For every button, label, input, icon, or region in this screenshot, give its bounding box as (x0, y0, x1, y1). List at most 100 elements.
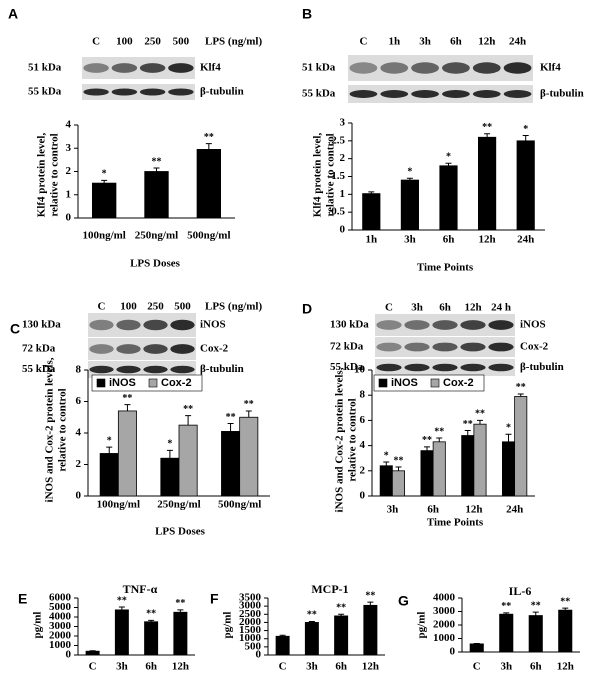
kda-label: 72 kDa (22, 343, 56, 355)
error-bar (106, 446, 113, 454)
chart-title: MCP-1 (311, 582, 348, 596)
y-tick-label: 2 (360, 464, 366, 476)
bar (114, 609, 129, 656)
y-axis-label: relative to control (325, 133, 337, 216)
lane-label: 24 h (491, 302, 511, 314)
bar (439, 165, 458, 231)
error-bar (227, 423, 234, 432)
y-tick-label: 0 (256, 649, 262, 661)
protein-label: iNOS (520, 319, 546, 331)
y-tick-label: 2 (76, 458, 82, 470)
lane-label: 6h (439, 302, 451, 314)
panel-letter: G (398, 593, 409, 609)
y-axis-label: pg/ml (222, 612, 234, 639)
x-tick-label: 250ng/ml (135, 230, 178, 242)
significance-label: * (506, 423, 511, 434)
y-tick-label: 0.5 (331, 206, 345, 218)
blot-band (376, 320, 402, 330)
y-tick-label: 4000 (433, 592, 456, 604)
error-bar (279, 634, 286, 637)
significance-label: * (107, 435, 112, 446)
x-tick-label: 12h (172, 661, 189, 673)
error-bar (395, 466, 402, 471)
blot-band (376, 342, 402, 352)
x-tick-label: 12h (465, 504, 482, 516)
error-bar (484, 133, 491, 138)
kda-label: 130 kDa (330, 319, 369, 331)
error-bar (308, 620, 315, 623)
y-axis-label: pg/ml (32, 612, 44, 639)
blot-band (168, 63, 194, 73)
x-axis-label: LPS Doses (155, 526, 206, 538)
y-tick-label: 1 (66, 188, 72, 200)
error-bar (503, 612, 510, 615)
blot-strip (348, 85, 533, 103)
error-bar (406, 177, 413, 181)
kda-label: 55 kDa (28, 86, 62, 98)
blot-band (111, 88, 138, 96)
y-tick-label: 1.5 (331, 170, 345, 182)
x-axis-label: LPS Doses (130, 258, 181, 270)
blot-band (380, 62, 409, 74)
lane-label: C (92, 36, 100, 48)
y-tick-label: 1000 (433, 632, 456, 644)
blot-band (460, 363, 486, 372)
error-bar (522, 134, 529, 141)
blot-band (488, 342, 514, 352)
x-tick-label: 24h (506, 504, 523, 516)
x-tick-label: 3h (116, 661, 128, 673)
lane-label: 12h (464, 302, 481, 314)
bar (558, 609, 573, 653)
blot-band (442, 90, 470, 98)
blot-band (503, 90, 532, 98)
blot-band (380, 90, 409, 98)
protein-label: Cox-2 (200, 343, 229, 355)
y-tick-label: 1500 (239, 624, 262, 636)
x-tick-label: 12h (479, 234, 496, 246)
blot-band (488, 363, 514, 372)
bar (334, 615, 349, 656)
error-bar (153, 167, 160, 172)
bar (391, 470, 406, 497)
significance-label: * (407, 167, 412, 178)
x-tick-label: 6h (427, 504, 439, 516)
y-tick-label: 2000 (239, 616, 262, 628)
kda-label: 55 kDa (330, 361, 364, 373)
legend-label: iNOS (391, 377, 418, 389)
blot-band (143, 344, 168, 354)
blot-band (404, 363, 430, 372)
blot-strip (88, 361, 196, 378)
bar (501, 441, 516, 497)
bar (221, 431, 241, 497)
protein-label: β-tubulin (520, 361, 564, 373)
significance-label: ** (336, 603, 346, 614)
y-tick-label: 3 (340, 117, 346, 129)
y-tick-label: 10 (354, 364, 366, 376)
error-bar (505, 433, 512, 442)
legend-box (91, 374, 203, 392)
blot-band (349, 90, 378, 98)
blot-band (411, 62, 439, 74)
significance-label: ** (307, 610, 317, 621)
significance-label: ** (393, 455, 403, 466)
blot-band (503, 62, 532, 74)
blot-strip (82, 57, 195, 79)
legend-swatch (148, 378, 158, 388)
blot-band (143, 365, 168, 374)
y-tick-label: 2 (340, 152, 346, 164)
blot-band (472, 90, 501, 98)
y-tick-label: 2000 (49, 630, 72, 642)
bar (432, 441, 446, 497)
y-tick-label: 1000 (239, 632, 262, 644)
blot-band (432, 342, 458, 352)
y-tick-label: 3000 (49, 620, 72, 632)
y-tick-label: 2500 (239, 608, 262, 620)
blot-band (432, 363, 458, 372)
kda-label: 55 kDa (22, 363, 56, 375)
significance-label: ** (183, 404, 193, 415)
significance-label: ** (152, 156, 162, 167)
x-tick-label: 1h (365, 234, 377, 246)
bar (461, 435, 475, 497)
legend-swatch (430, 378, 440, 388)
